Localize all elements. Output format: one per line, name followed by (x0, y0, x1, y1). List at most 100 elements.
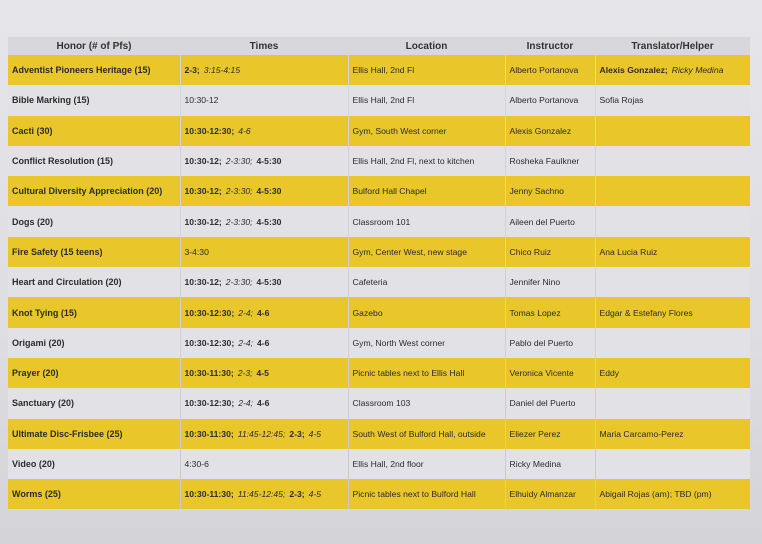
times-cell: 4:30-6 (179, 448, 348, 480)
table-row: Cacti (30) 10:30-12:30; 4-6 Gym, South West… (8, 115, 750, 146)
instructor-cell: Aileen del Puerto (504, 206, 595, 237)
helper-cell-segment: Maria Carcamo-Perez (599, 428, 684, 439)
times-cell: 10:30-12; 2-3:30; 4-5:30 (179, 206, 348, 237)
helper-cell: Sofia Rojas (594, 85, 750, 116)
header-honor: Honor (# of Pfs) (8, 37, 180, 55)
table-row: Fire Safety (15 teens) 3-4:30 Gym, Center … (8, 236, 750, 268)
helper-cell (594, 327, 750, 358)
honor-cell: Origami (20) (8, 327, 180, 358)
times-cell-segment: 2-3; (289, 489, 305, 500)
table-row: Prayer (20) 10:30-11:30; 2-3; 4-5 Picnic tab… (8, 357, 750, 389)
location-cell: Ellis Hall, 2nd floor (347, 448, 505, 480)
instructor-cell: Alexis Gonzalez (504, 115, 595, 146)
instructor-cell: Jenny Sachno (504, 176, 595, 207)
times-cell: 10:30-12; 2-3:30; 4-5:30 (179, 176, 348, 207)
instructor-cell: Ricky Medina (504, 448, 595, 480)
honor-cell: Cacti (30) (8, 115, 180, 146)
times-cell-segment: 10:30-12:30; (184, 337, 235, 348)
times-cell-segment: 4-6 (257, 337, 270, 348)
times-cell-segment: 4-5 (308, 428, 322, 439)
table-row: Heart and Circulation (20) 10:30-12; 2-3:3… (8, 267, 750, 298)
location-cell: Gym, North West corner (347, 327, 505, 358)
times-cell: 10:30-11:30; 11:45-12:45; 2-3; 4-5 (179, 418, 348, 449)
instructor-cell: Alberto Portanova (504, 55, 595, 86)
helper-cell (594, 115, 750, 146)
times-cell: 10:30-12:30; 2-4; 4-6 (179, 388, 348, 419)
times-cell: 10:30-12:30; 2-4; 4-6 (179, 297, 348, 328)
times-cell-segment: 4:30-6 (184, 459, 209, 469)
times-cell-segment: 2-3:30; (225, 277, 253, 288)
times-cell-segment: 2-4; (238, 398, 253, 409)
times-cell: 10:30-11:30; 11:45-12:45; 2-3; 4-5 (179, 479, 348, 510)
helper-cell-segment: Edgar & Estefany Flores (599, 307, 693, 318)
table-body: Adventist Pioneers Heritage (15) 2-3; 3:15… (8, 55, 750, 510)
location-cell: Gym, South West corner (347, 115, 505, 146)
table-row: Dogs (20) 10:30-12; 2-3:30; 4-5:30 Classroom… (8, 206, 750, 237)
location-cell: Gazebo (347, 297, 505, 328)
header-translator-helper: Translator/Helper (595, 37, 750, 55)
helper-cell (594, 388, 750, 419)
times-cell-segment: 2-4; (238, 337, 253, 348)
location-cell: Ellis Hall, 2nd Fl, next to kitchen (347, 145, 505, 177)
location-cell: Classroom 101 (347, 206, 505, 237)
helper-cell: Alexis Gonzalez; Ricky Medina (594, 55, 750, 86)
times-cell-segment: 2-3:30; (225, 186, 253, 197)
instructor-cell: Rosheka Faulkner (504, 145, 595, 177)
table-row: Conflict Resolution (15) 10:30-12; 2-3:30;… (8, 145, 750, 177)
location-cell: Ellis Hall, 2nd Fl (347, 85, 505, 116)
times-cell-segment: 4-6 (257, 398, 270, 409)
honor-cell: Cultural Diversity Appreciation (20) (8, 176, 180, 207)
times-cell: 10:30-12:30; 4-6 (179, 115, 348, 146)
helper-cell (594, 206, 750, 237)
times-cell-segment: 4-5 (256, 368, 269, 379)
table-row: Video (20) 4:30-6 Ellis Hall, 2nd floor Ric… (8, 448, 750, 480)
times-cell-segment: 3:15-4:15 (203, 65, 241, 76)
honor-cell: Fire Safety (15 teens) (8, 236, 180, 268)
times-cell-segment: 4-5 (308, 489, 322, 500)
times-cell-segment: 10:30-12:30; (184, 398, 235, 409)
times-cell-segment: 2-3; (237, 368, 253, 379)
times-cell-segment: 10:30-12 (184, 95, 219, 106)
table-row: Cultural Diversity Appreciation (20) 10:3… (8, 176, 750, 207)
times-cell-segment: 4-5:30 (256, 277, 282, 288)
honor-cell: Dogs (20) (8, 206, 180, 237)
times-cell-segment: 10:30-12:30; (184, 125, 235, 136)
helper-cell: Abigail Rojas (am); TBD (pm) (594, 479, 750, 510)
table-row: Ultimate Disc-Frisbee (25) 10:30-11:30; 11… (8, 418, 750, 449)
times-cell: 10:30-11:30; 2-3; 4-5 (179, 357, 348, 389)
instructor-cell: Alberto Portanova (504, 85, 595, 116)
instructor-cell: Elhuidy Almanzar (504, 479, 595, 510)
instructor-cell: Jennifer Nino (504, 267, 595, 298)
location-cell: South West of Bulford Hall, outside (347, 418, 505, 449)
honor-cell: Prayer (20) (8, 357, 180, 389)
helper-cell-segment: Abigail Rojas (am); TBD (pm) (599, 489, 712, 500)
times-cell: 2-3; 3:15-4:15 (179, 55, 348, 86)
location-cell: Picnic tables next to Bulford Hall (347, 479, 505, 510)
header-instructor: Instructor (505, 37, 595, 55)
location-cell: Ellis Hall, 2nd Fl (347, 55, 505, 86)
times-cell: 10:30-12:30; 2-4; 4-6 (179, 327, 348, 358)
helper-cell-segment: Alexis Gonzalez; (599, 65, 668, 76)
times-cell-segment: 4-6 (257, 307, 270, 318)
times-cell-segment: 4-5:30 (256, 186, 282, 197)
times-cell-segment: 4-5:30 (256, 216, 282, 227)
times-cell-segment: 2-4; (238, 307, 253, 318)
honor-cell: Sanctuary (20) (8, 388, 180, 419)
helper-cell-segment: Ricky Medina (671, 65, 724, 76)
instructor-cell: Chico Ruiz (504, 236, 595, 268)
times-cell: 10:30-12 (179, 85, 348, 116)
times-cell-segment: 10:30-11:30; (184, 368, 234, 379)
location-cell: Bulford Hall Chapel (347, 176, 505, 207)
times-cell-segment: 2-3:30; (225, 216, 253, 227)
honors-schedule-table: Honor (# of Pfs) Times Location Instruct… (8, 37, 750, 510)
honor-cell: Ultimate Disc-Frisbee (25) (8, 418, 180, 449)
honor-cell: Knot Tying (15) (8, 297, 180, 328)
helper-cell (594, 448, 750, 480)
times-cell-segment: 4-6 (238, 125, 251, 136)
instructor-cell: Daniel del Puerto (504, 388, 595, 419)
table-row: Adventist Pioneers Heritage (15) 2-3; 3:15… (8, 55, 750, 86)
header-times: Times (180, 37, 348, 55)
helper-cell: Eddy (594, 357, 750, 389)
helper-cell (594, 145, 750, 177)
times-cell-segment: 2-3:30; (225, 156, 253, 167)
